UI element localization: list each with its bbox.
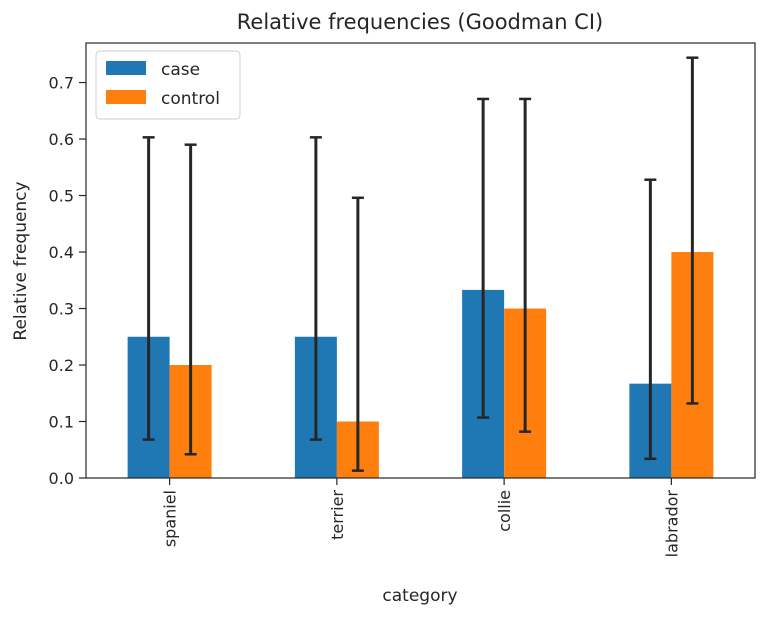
x-tick-label-collie: collie [495,490,514,532]
plot-frame [85,42,756,479]
chart-title: Relative frequencies (Goodman CI) [237,10,604,34]
x-tick-label-terrier: terrier [328,490,347,540]
legend-label-case: case [161,60,200,80]
y-tick-label: 0.5 [49,187,74,206]
y-tick-label: 0.2 [49,356,74,375]
y-tick-label: 0.4 [49,243,74,262]
legend-swatch-case [106,61,146,75]
x-tick-label-labrador: labrador [662,490,681,558]
legend-label-control: control [161,89,220,109]
y-tick-label: 0.6 [49,130,74,149]
y-tick-label: 0.0 [49,469,74,488]
y-tick-label: 0.7 [49,74,74,93]
y-axis-label: Relative frequency [11,181,31,340]
x-axis-label: category [382,586,457,606]
y-tick-label: 0.1 [49,413,74,432]
x-tick-label-spaniel: spaniel [161,490,180,547]
y-tick-label: 0.3 [49,300,74,319]
legend-swatch-control [106,90,146,104]
